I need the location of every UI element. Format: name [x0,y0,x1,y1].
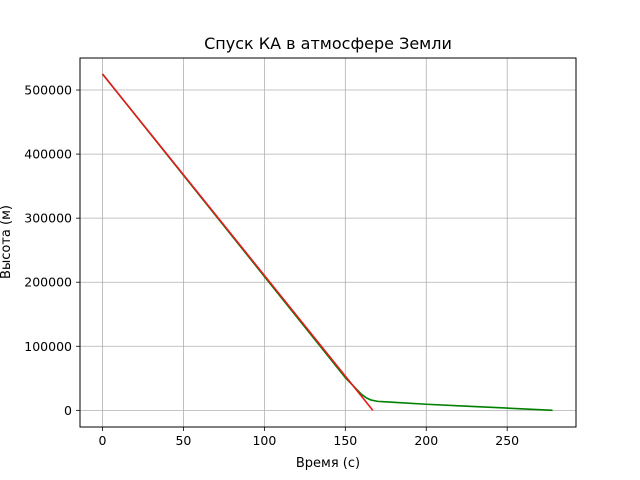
x-tick-label: 50 [175,433,191,448]
y-tick-label: 300000 [24,211,72,226]
chart-title: Спуск КА в атмосфере Земли [204,34,452,53]
y-tick-label: 0 [64,403,72,418]
x-axis-label: Время (с) [296,456,360,471]
plot-series [101,73,553,412]
y-tick-label: 100000 [24,339,72,354]
y-tick-label: 200000 [24,275,72,290]
x-tick-label: 200 [414,433,438,448]
x-tick-label: 100 [252,433,276,448]
x-tick-label: 0 [99,433,107,448]
y-axis-label: Высота (м) [0,205,14,279]
ticks: 0 50 100 150 200 250 0 100000 200000 300000 400000… [24,83,519,448]
x-tick-label: 250 [495,433,519,448]
axes-frame [79,57,577,428]
y-tick-label: 500000 [24,83,72,98]
y-tick-label: 400000 [24,147,72,162]
series-line-red [101,73,374,411]
grid [80,58,576,427]
x-tick-label: 150 [333,433,357,448]
